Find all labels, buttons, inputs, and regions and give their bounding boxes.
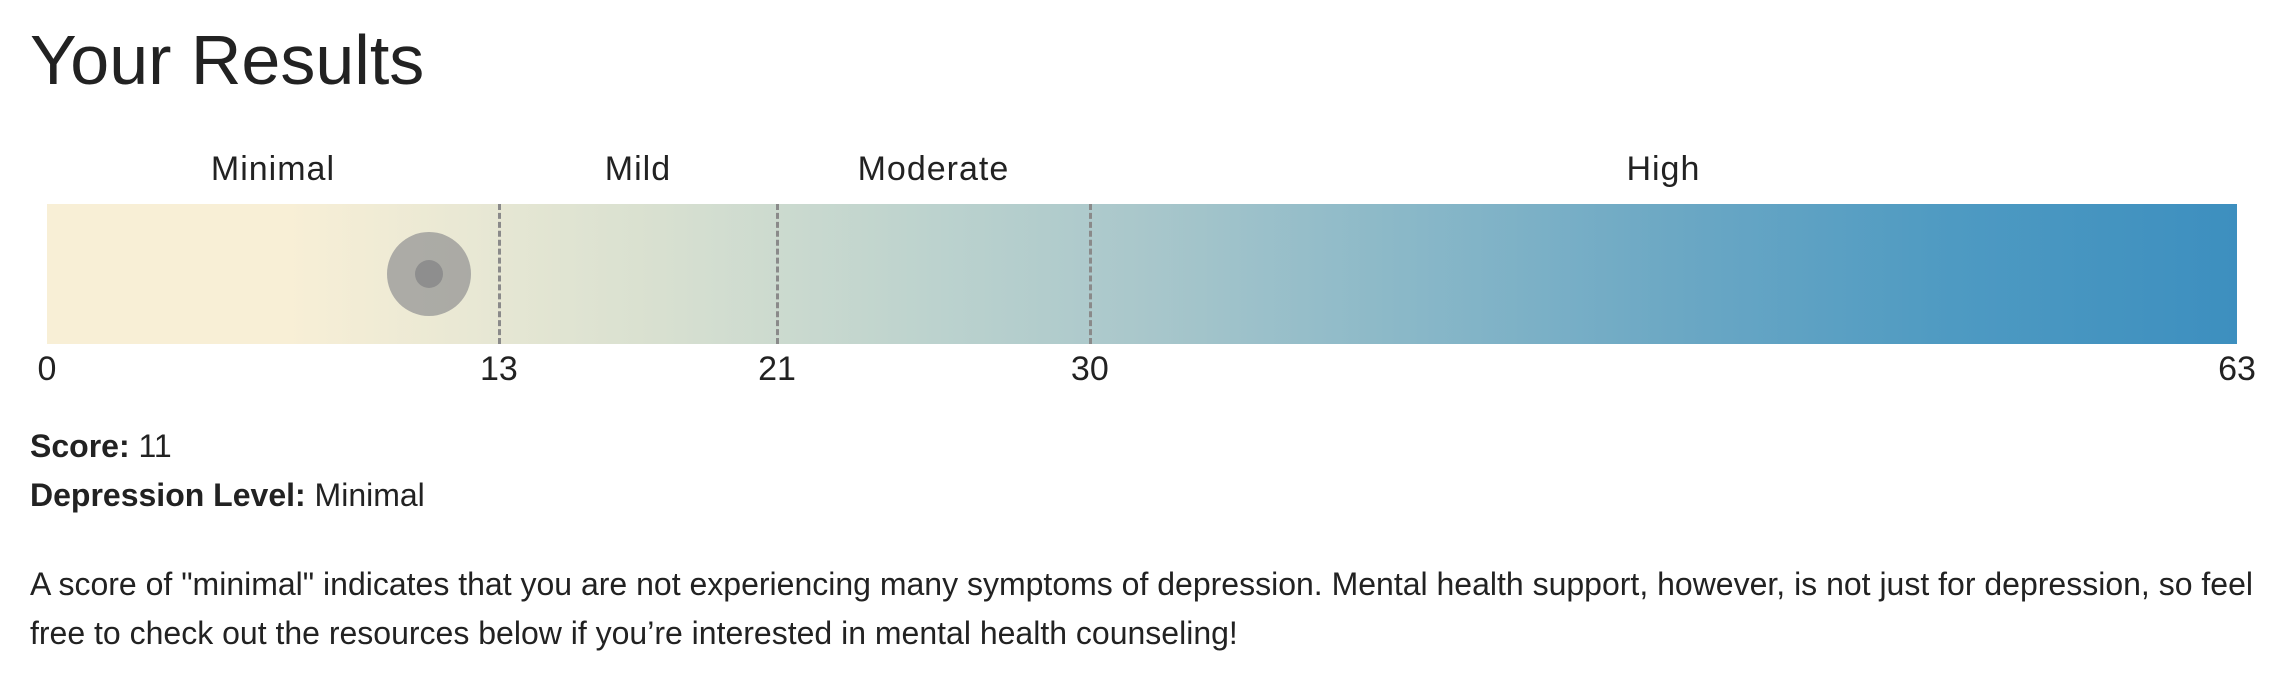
range-label-mild: Mild [604,150,672,188]
depression-scale: Minimal Mild Moderate High 0 13 21 30 63 [38,150,2256,400]
score-value: 11 [138,428,172,464]
tick-label-21: 21 [758,350,796,388]
depression-level-label: Depression Level: [30,477,306,513]
threshold-line-mild [497,204,501,344]
tick-label-30: 30 [1070,350,1109,388]
range-label-moderate: Moderate [857,150,1010,188]
tick-label-0: 0 [37,350,57,388]
threshold-line-high [1088,204,1092,344]
range-label-high: High [1626,150,1701,188]
page-title: Your Results [30,21,425,99]
tick-label-63: 63 [2218,350,2256,388]
score-label: Score: [30,428,130,464]
depression-level-line: Depression Level: Minimal [30,477,425,514]
score-line: Score: 11 [30,428,172,465]
range-label-minimal: Minimal [210,150,335,188]
result-description: A score of "minimal" indicates that you … [30,566,2253,651]
score-marker [387,232,472,316]
tick-label-13: 13 [479,350,518,388]
threshold-line-moderate [776,204,779,344]
depression-level-value: Minimal [314,477,425,513]
score-gradient-bar [47,204,2237,344]
score-marker-dot [415,260,444,288]
